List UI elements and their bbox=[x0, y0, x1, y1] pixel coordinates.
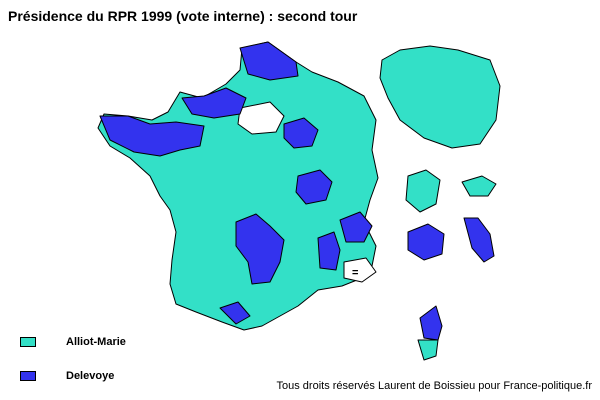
overseas-corse-south bbox=[417, 339, 439, 361]
ile-de-france-blank bbox=[237, 101, 285, 135]
legend-swatch-delevoye bbox=[20, 371, 36, 381]
legend-label-alliot-marie: Alliot-Marie bbox=[66, 336, 126, 348]
overseas-guyane bbox=[463, 217, 495, 263]
region-nievre bbox=[295, 169, 333, 205]
region-nord bbox=[239, 41, 299, 81]
region-marne bbox=[283, 117, 319, 149]
overseas-martinique bbox=[405, 169, 441, 213]
region-limousin bbox=[235, 213, 285, 285]
overseas-guadeloupe bbox=[461, 175, 497, 197]
region-rhone-alpes bbox=[339, 211, 373, 243]
region-normandie bbox=[181, 87, 247, 119]
region-drome bbox=[317, 231, 341, 271]
legend-item-delevoye: Delevoye bbox=[20, 370, 114, 382]
mainland-france bbox=[97, 41, 379, 331]
region-bouches-du-rhone-blank bbox=[343, 257, 377, 283]
credit-line: Tous droits réservés Laurent de Boissieu… bbox=[276, 380, 593, 392]
region-bretagne bbox=[99, 115, 205, 157]
unshaded-marker: = bbox=[352, 267, 358, 279]
legend-item-alliot-marie: Alliot-Marie bbox=[20, 336, 126, 348]
legend-swatch-alliot-marie bbox=[20, 337, 36, 347]
inset-ile-de-france bbox=[379, 45, 501, 149]
map-title: Présidence du RPR 1999 (vote interne) : … bbox=[8, 8, 358, 24]
overseas-corse-north bbox=[419, 305, 443, 341]
region-pyrenees-atlantiques bbox=[219, 301, 251, 325]
legend-label-delevoye: Delevoye bbox=[66, 370, 115, 382]
overseas-reunion bbox=[407, 223, 445, 261]
